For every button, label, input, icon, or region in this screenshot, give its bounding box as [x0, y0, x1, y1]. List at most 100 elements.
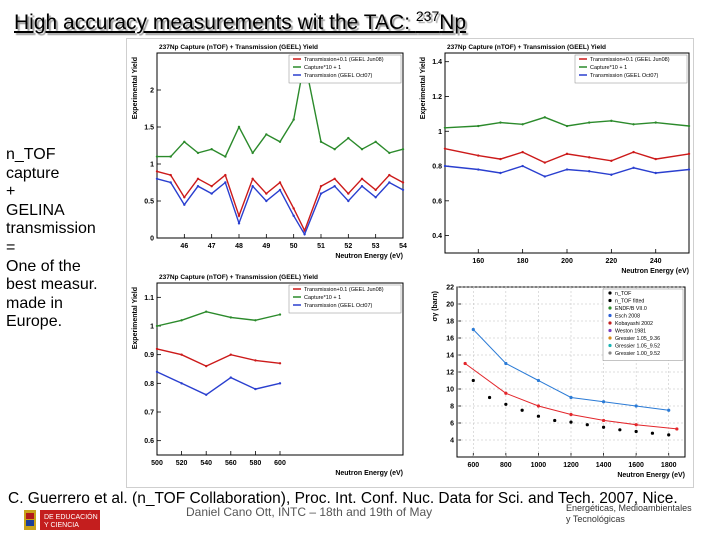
data-point	[543, 161, 547, 164]
sidebar-line: One of the	[6, 257, 81, 275]
data-point	[278, 181, 282, 184]
x-tick-label: 500	[151, 460, 163, 467]
x-tick-label: 220	[606, 258, 618, 265]
data-point	[237, 214, 241, 217]
data-point	[536, 414, 541, 418]
data-point	[347, 192, 350, 195]
legend-box	[288, 54, 402, 84]
data-point	[654, 157, 657, 161]
data-point	[543, 116, 547, 119]
series-line	[464, 363, 677, 430]
y-axis-label: Experimental Yield	[132, 57, 139, 119]
data-point	[520, 408, 524, 412]
data-point	[504, 402, 508, 406]
sidebar-line: capture	[6, 164, 60, 182]
data-point	[499, 121, 502, 124]
data-point	[471, 378, 475, 383]
series-line	[156, 371, 281, 396]
data-point	[251, 151, 254, 155]
data-point	[401, 148, 405, 151]
data-point	[521, 123, 524, 126]
data-point	[499, 171, 502, 175]
y-tick-label: 1.4	[432, 59, 442, 66]
data-point	[565, 152, 569, 156]
y-tick-label: 0.4	[432, 233, 442, 240]
series-line	[156, 348, 281, 367]
y-tick-label: 0.8	[432, 164, 442, 171]
data-point	[278, 313, 282, 316]
data-point	[477, 124, 480, 128]
x-tick-label: 50	[290, 243, 298, 250]
data-point	[632, 166, 635, 169]
legend-swatch	[608, 291, 612, 295]
data-point	[251, 185, 254, 188]
plot-frame	[156, 52, 404, 239]
data-point	[155, 324, 159, 328]
x-tick-label: 1800	[661, 462, 677, 469]
data-point	[155, 177, 159, 180]
slide-title: High accuracy measurements wit the TAC: …	[14, 8, 467, 34]
data-point	[477, 154, 480, 157]
data-point	[319, 185, 323, 188]
data-point	[196, 151, 200, 155]
data-point	[374, 140, 377, 143]
data-point	[169, 173, 172, 177]
legend-entry: Transmission (GEEL Oct07)	[304, 73, 373, 79]
y-tick-label: 0.7	[144, 410, 154, 417]
data-point	[632, 150, 635, 154]
data-point	[254, 359, 257, 362]
legend-entry: Esch 2008	[615, 314, 640, 320]
x-tick-label: 49	[262, 243, 270, 250]
data-point	[388, 151, 391, 155]
data-point	[205, 310, 208, 313]
data-point	[303, 233, 306, 236]
data-point	[569, 420, 573, 424]
data-point	[601, 425, 606, 429]
x-tick-label: 54	[399, 243, 407, 250]
x-tick-label: 1200	[563, 462, 579, 469]
legend-swatch	[608, 328, 612, 333]
data-point	[183, 140, 186, 143]
y-tick-label: 4	[450, 438, 454, 445]
legend-entry: Weston 1981	[615, 329, 646, 335]
y-tick-label: 18	[446, 319, 454, 326]
data-point	[155, 155, 159, 158]
y-tick-label: 0	[150, 236, 154, 243]
x-tick-label: 600	[467, 462, 479, 469]
y-tick-label: 6	[450, 421, 454, 428]
y-tick-label: 1	[150, 162, 154, 169]
data-point	[210, 192, 213, 195]
y-tick-label: 0.6	[432, 198, 442, 205]
data-point	[278, 140, 282, 143]
data-point	[265, 199, 268, 203]
legend-swatch	[608, 313, 612, 318]
data-point	[155, 370, 159, 374]
legend-entry: Transmission+0.1 (GEEL Jun08)	[304, 287, 384, 293]
y-tick-label: 1	[150, 324, 154, 331]
legend-entry: ENDF/B VII.0	[615, 306, 647, 312]
y-tick-label: 1.1	[144, 295, 154, 302]
data-point	[347, 136, 350, 140]
legend-swatch	[608, 298, 612, 303]
chart-title: 237Np Capture (nTOF) + Transmission (GEE…	[159, 274, 318, 281]
data-point	[237, 125, 241, 129]
data-point	[180, 319, 183, 322]
data-point	[443, 126, 447, 129]
y-tick-label: 0.5	[144, 199, 154, 206]
y-axis-label: Experimental Yield	[420, 57, 427, 119]
ministry-logo: DE EDUCACIÓN Y CIENCIA	[24, 508, 124, 532]
y-tick-label: 10	[446, 387, 454, 394]
data-point	[278, 188, 282, 192]
ministry-text-2: Y CIENCIA	[44, 522, 79, 529]
x-tick-label: 580	[250, 460, 262, 467]
sidebar-line: best measur.	[6, 276, 98, 294]
y-tick-label: 20	[446, 302, 454, 309]
data-point	[205, 393, 208, 396]
charts-svg: 237Np Capture (nTOF) + Transmission (GEE…	[132, 44, 691, 479]
data-point	[687, 168, 691, 171]
data-point	[183, 196, 186, 199]
y-tick-label: 14	[446, 353, 454, 360]
data-point	[374, 188, 377, 192]
legend-swatch	[608, 321, 612, 325]
x-tick-label: 1600	[628, 462, 644, 469]
